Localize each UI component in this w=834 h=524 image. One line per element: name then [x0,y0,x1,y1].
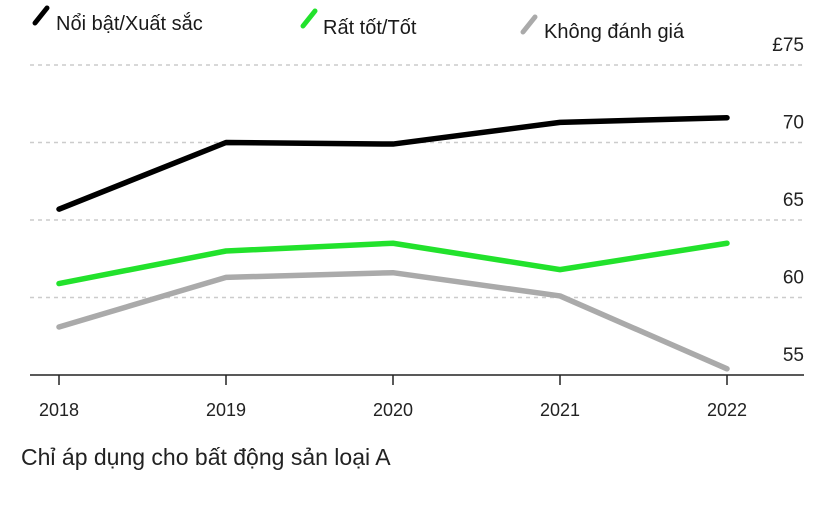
legend-label-1: Rất tốt/Tốt [323,17,417,39]
series-line-1 [56,240,730,287]
y-tick-label: £75 [772,35,804,56]
x-tick-label: 2020 [373,400,413,420]
legend-label-2: Không đánh giá [544,21,685,43]
legend-label-0: Nổi bật/Xuất sắc [56,12,203,35]
legend-marker-2 [520,14,538,35]
x-tick-label: 2019 [206,400,246,420]
footnote: Chỉ áp dụng cho bất động sản loại A [21,444,391,470]
series-line-2 [56,269,730,372]
y-tick-label: 55 [783,345,804,366]
legend-marker-0 [32,5,50,26]
series-lines [56,114,730,372]
y-tick-label: 70 [783,113,804,134]
x-tick-label: 2018 [39,400,79,420]
gridlines: £75 70 65 60 55 [30,35,804,366]
legend-marker-1 [300,8,318,29]
series-line-0 [56,114,730,212]
legend: Nổi bật/Xuất sắc Rất tốt/Tốt Không đánh gi… [32,5,685,43]
x-tick-label: 2022 [707,400,747,420]
x-tick-label: 2021 [540,400,580,420]
x-axis: 2018 2019 2020 2021 2022 [30,374,804,420]
y-tick-label: 60 [783,268,804,289]
y-tick-label: 65 [783,190,804,211]
